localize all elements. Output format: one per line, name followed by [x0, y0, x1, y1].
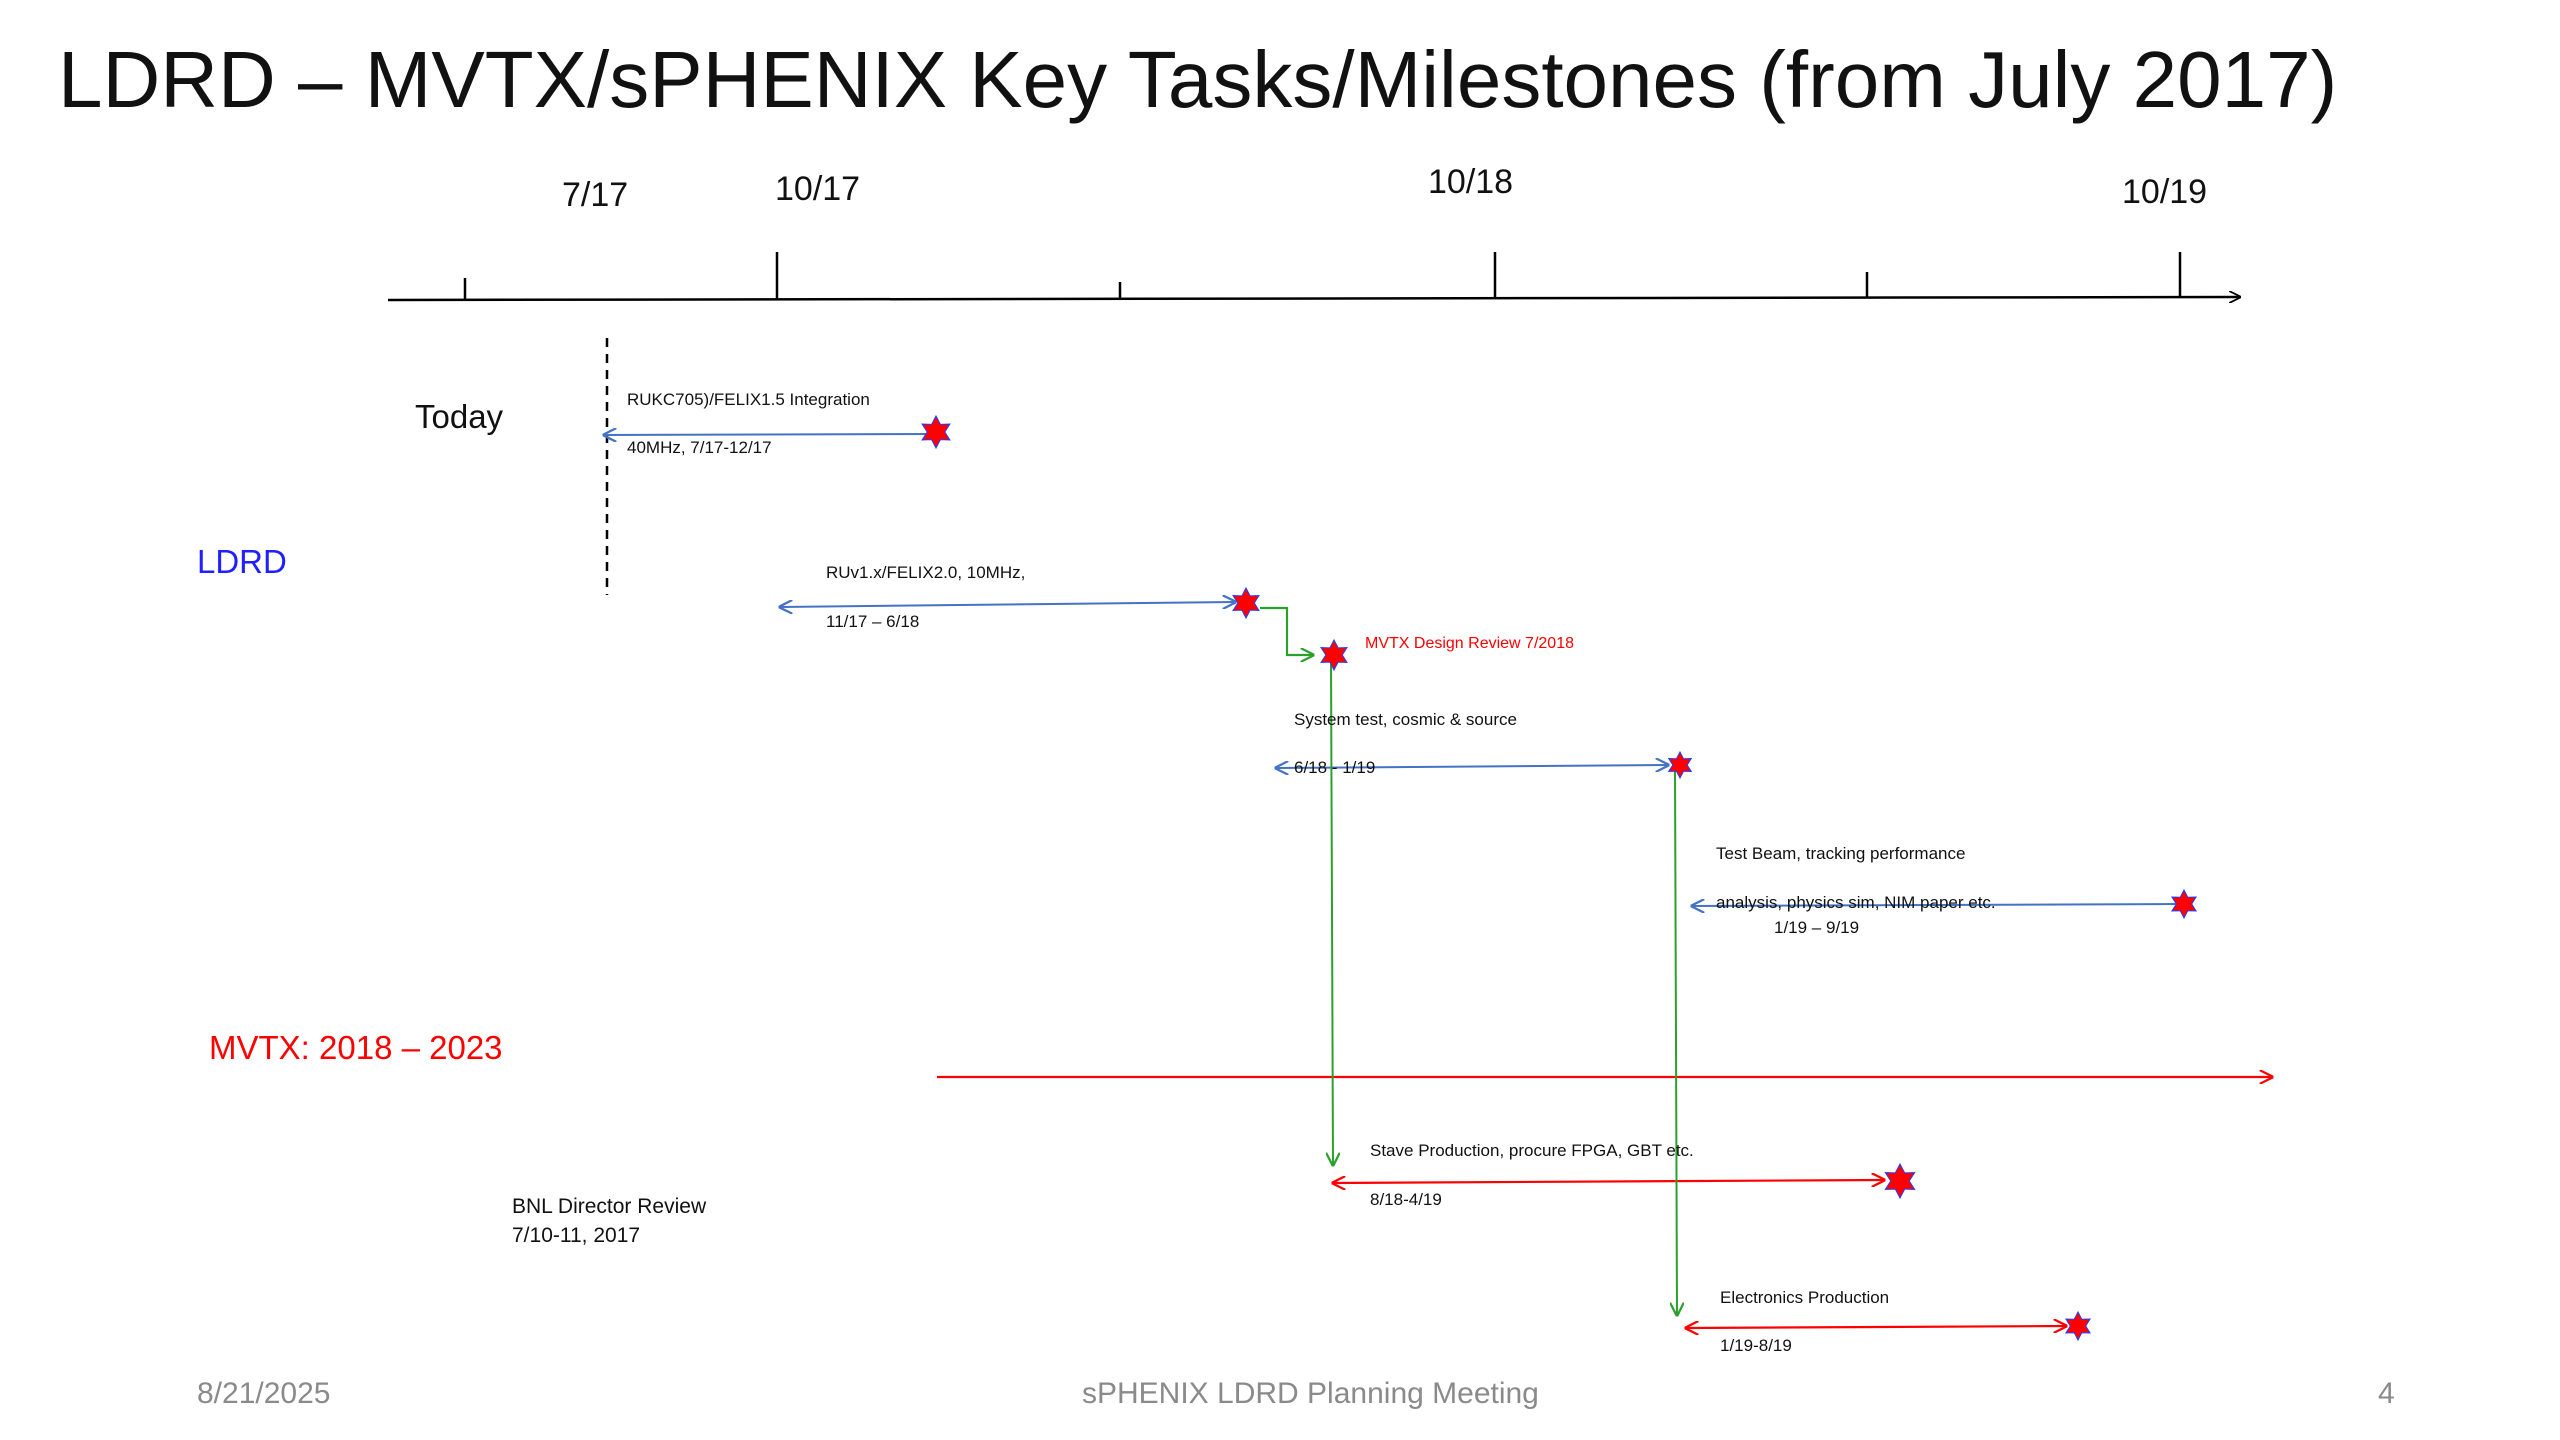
tick-label: 7/17 [562, 176, 629, 214]
task-title: Electronics Production [1720, 1288, 1890, 1307]
milestone-star-icon [1667, 750, 1693, 780]
milestone-star-icon [2170, 888, 2198, 920]
task-arrow-stave-production [1333, 1180, 1884, 1183]
task-dates: 6/18 - 1/19 [1294, 758, 1376, 777]
dependency-arrow-electronics-production [1675, 769, 1677, 1315]
task-title: System test, cosmic & source [1294, 710, 1517, 729]
task-dates: 8/18-4/19 [1370, 1190, 1442, 1209]
footer-title: sPHENIX LDRD Planning Meeting [1082, 1377, 1539, 1410]
slide-number: 4 [2378, 1377, 2395, 1410]
task-dates: 1/19-8/19 [1720, 1336, 1792, 1355]
task-title: RUv1.x/FELIX2.0, 10MHz, [826, 563, 1026, 582]
task-arrow-rukc705 [604, 434, 935, 435]
dependency-arrow-stave-production [1331, 659, 1333, 1165]
task-arrow-test-beam [1692, 904, 2179, 906]
milestone-star-icon [1884, 1162, 1916, 1200]
milestone-star-icon [921, 414, 951, 450]
review-title: BNL Director Review [512, 1195, 707, 1218]
task-dates: 1/19 – 9/19 [1774, 918, 1860, 937]
tick-label: 10/18 [1428, 163, 1514, 201]
review-dates: 7/10-11, 2017 [512, 1224, 641, 1247]
time-axis [387, 297, 2240, 300]
ldrd-group-label: LDRD [197, 543, 287, 580]
tick-label: 10/17 [775, 170, 861, 208]
milestone-star-icon [2064, 1310, 2092, 1342]
task-title: Test Beam, tracking performance [1716, 844, 1966, 863]
today-label: Today [415, 398, 504, 435]
task-title: Stave Production, procure FPGA, GBT etc. [1370, 1141, 1694, 1160]
mvtx-group-label: MVTX: 2018 – 2023 [209, 1029, 503, 1066]
task-arrow-system-test [1276, 765, 1668, 768]
task-title: RUKC705)/FELIX1.5 Integration [627, 390, 870, 409]
tick-label: 10/19 [2122, 173, 2208, 211]
task-dates: 40MHz, 7/17-12/17 [627, 438, 772, 457]
task-arrow-electronics-production [1686, 1326, 2066, 1328]
task-arrow-ruv1 [780, 602, 1235, 607]
milestone-star-icon [1232, 586, 1260, 620]
milestone-design-review-label: MVTX Design Review 7/2018 [1365, 635, 1574, 652]
task-subtitle: analysis, physics sim, NIM paper etc. [1716, 893, 1996, 912]
dependency-arrow-design-review [1260, 606, 1313, 655]
milestone-star-icon [1320, 638, 1348, 672]
task-dates: 11/17 – 6/18 [826, 612, 920, 631]
footer-date: 8/21/2025 [197, 1377, 331, 1410]
slide-title: LDRD – MVTX/sPHENIX Key Tasks/Milestones… [58, 35, 2338, 124]
